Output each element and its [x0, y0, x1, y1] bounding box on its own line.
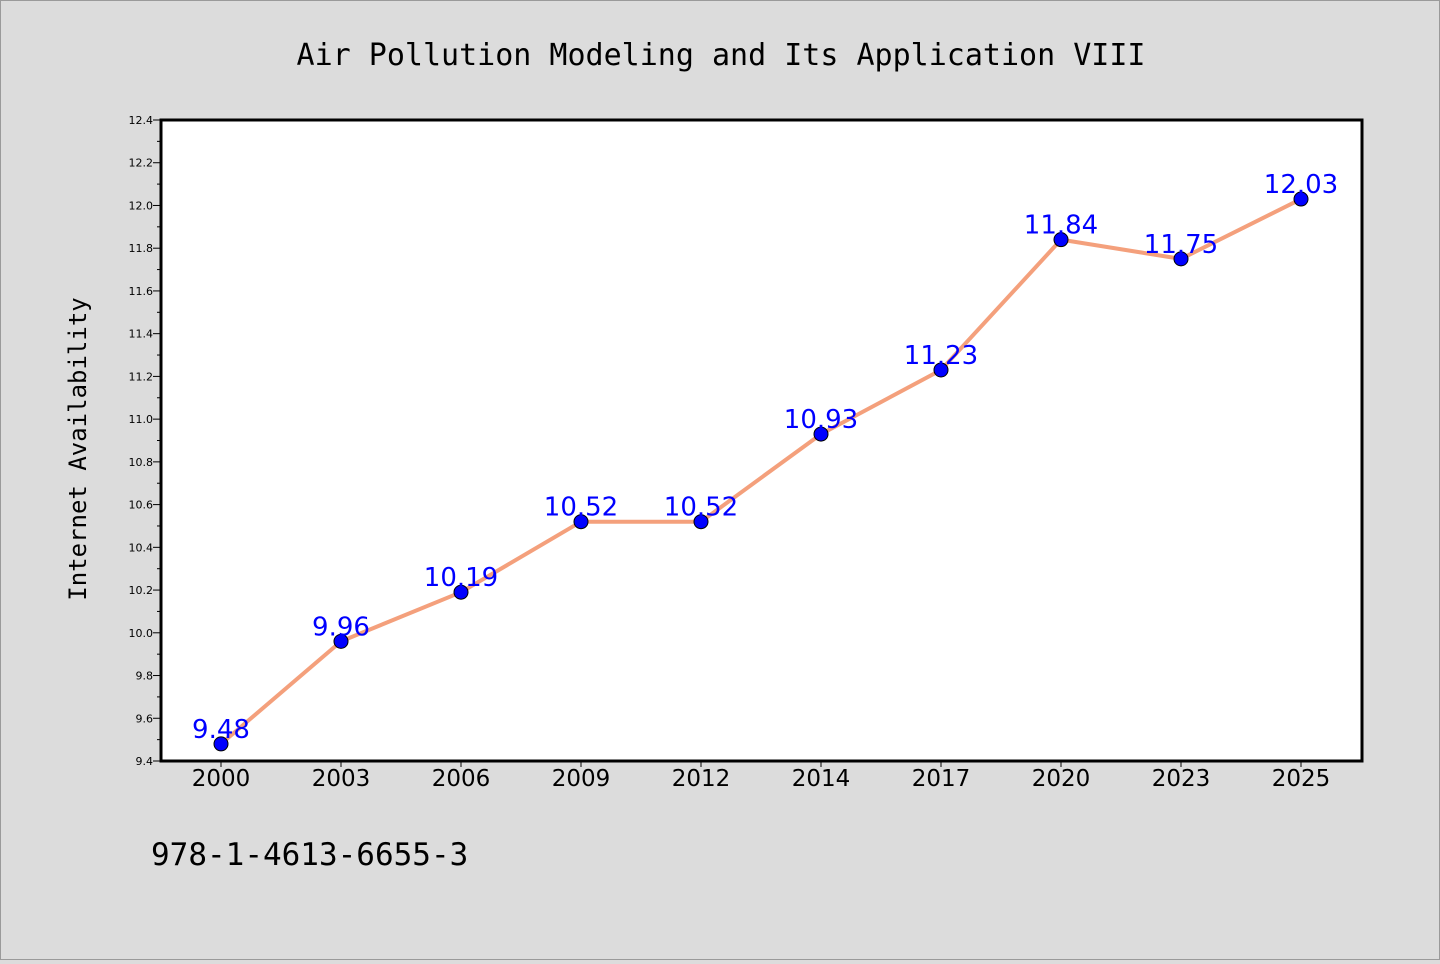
x-tick-label: 2020 — [1032, 766, 1091, 792]
y-tick-label: 11.6 — [129, 285, 154, 298]
data-label: 9.48 — [192, 715, 250, 745]
x-tick-label: 2017 — [912, 766, 971, 792]
x-tick-label: 2012 — [672, 766, 731, 792]
series-internet-availability — [213, 191, 1309, 752]
x-tick-label: 2014 — [792, 766, 851, 792]
y-tick-label: 10.0 — [129, 627, 154, 640]
plot-area — [159, 118, 1364, 763]
data-point-marker — [933, 362, 949, 378]
data-labels: 9.48 9.96 10.19 10.52 10.52 10.93 11.23 11.84 11… — [192, 170, 1338, 745]
data-label: 9.96 — [312, 612, 370, 642]
data-point-marker — [573, 514, 589, 530]
y-tick-label: 10.8 — [129, 456, 154, 469]
data-point-marker — [813, 426, 829, 442]
y-tick-label: 11.0 — [129, 413, 154, 426]
y-tick-label: 9.8 — [136, 670, 154, 683]
series-line — [219, 197, 1302, 746]
x-tick-label: 2009 — [552, 766, 611, 792]
y-tick-label: 12.0 — [129, 199, 154, 212]
y-tick-label: 10.4 — [129, 541, 154, 554]
chart-title: Air Pollution Modeling and Its Applicati… — [297, 38, 1146, 73]
data-label: 12.03 — [1264, 170, 1338, 200]
data-point-marker — [333, 633, 349, 649]
data-point-marker — [1053, 232, 1069, 248]
data-label: 10.19 — [424, 563, 498, 593]
data-point-marker — [693, 514, 709, 530]
data-label: 11.23 — [904, 341, 978, 371]
y-axis-label: Internet Availability — [64, 297, 92, 600]
x-tick-label: 2003 — [312, 766, 371, 792]
data-point-marker — [1173, 251, 1189, 267]
data-label: 10.93 — [784, 405, 858, 435]
x-tick-label: 2025 — [1272, 766, 1331, 792]
x-tick-label: 2023 — [1152, 766, 1211, 792]
y-tick-label: 9.6 — [136, 712, 154, 725]
data-point-marker — [1293, 191, 1309, 207]
y-axis: 9.4 9.6 9.8 10.0 10.2 10.4 10.6 10.8 11.0 11.2 11.… — [129, 114, 161, 768]
data-label: 11.84 — [1024, 211, 1098, 241]
data-label: 10.52 — [664, 493, 738, 523]
x-tick-label: 2000 — [192, 766, 251, 792]
x-tick-label: 2006 — [432, 766, 491, 792]
y-tick-label: 10.6 — [129, 499, 154, 512]
y-tick-label: 12.2 — [129, 157, 154, 170]
data-point-marker — [213, 736, 229, 752]
y-tick-label: 11.2 — [129, 370, 154, 383]
y-tick-label: 9.4 — [136, 755, 154, 768]
isbn-text: 978-1-4613-6655-3 — [151, 837, 468, 873]
y-tick-label: 11.8 — [129, 242, 154, 255]
y-tick-label: 10.2 — [129, 584, 154, 597]
data-point-marker — [453, 584, 469, 600]
data-label: 10.52 — [544, 493, 618, 523]
x-axis: 2000 2003 2006 2009 2012 2014 2017 2020 2023 2025 — [192, 761, 1331, 792]
y-tick-label: 12.4 — [129, 114, 154, 127]
data-label: 11.75 — [1144, 230, 1218, 260]
y-tick-label: 11.4 — [129, 328, 154, 341]
